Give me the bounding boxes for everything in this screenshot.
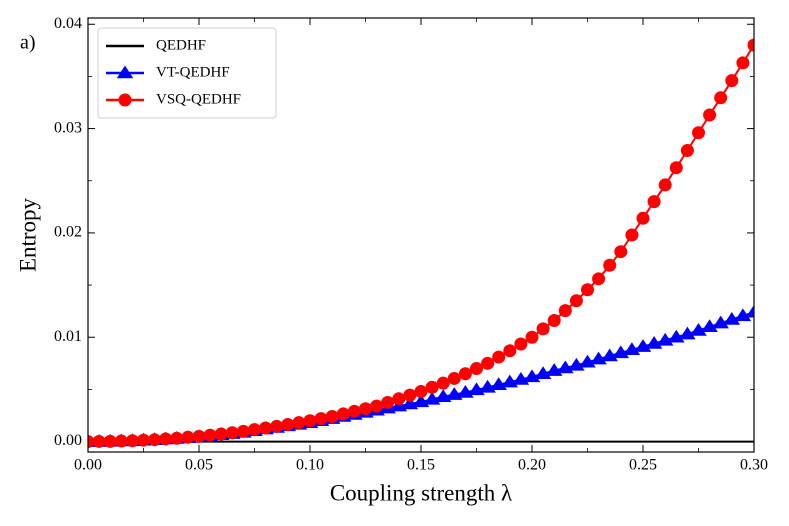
point <box>148 433 162 447</box>
point <box>270 419 284 433</box>
legend-marker <box>116 65 134 79</box>
plot-frame <box>87 17 755 453</box>
point <box>703 108 717 122</box>
legend-label: VT-QEDHF <box>156 64 230 80</box>
point <box>92 434 106 448</box>
point <box>259 421 273 435</box>
point <box>692 126 705 140</box>
point <box>470 362 483 376</box>
point <box>181 430 195 444</box>
point <box>690 322 707 336</box>
y-tick-label: 0.00 <box>54 432 82 449</box>
point <box>192 429 206 443</box>
point <box>236 424 250 438</box>
legend-marker <box>118 93 132 107</box>
point <box>447 371 461 385</box>
point <box>114 434 128 448</box>
x-tick-label: 0.10 <box>296 457 324 474</box>
point <box>125 434 139 448</box>
point <box>458 367 472 381</box>
x-tick-label: 0.25 <box>629 457 657 474</box>
x-tick-label: 0.05 <box>185 457 213 474</box>
point <box>569 294 583 308</box>
point <box>159 432 173 446</box>
point <box>492 350 506 364</box>
point <box>314 412 328 426</box>
series-line <box>88 311 754 443</box>
point <box>536 322 550 336</box>
point <box>603 258 617 272</box>
point <box>281 418 295 432</box>
y-tick-label: 0.01 <box>54 328 82 345</box>
point <box>325 410 339 424</box>
point <box>347 404 361 418</box>
y-tick-label: 0.04 <box>54 15 82 32</box>
point <box>734 308 752 322</box>
x-axis-label: Coupling strength λ <box>330 480 513 505</box>
point <box>736 56 750 70</box>
point <box>436 376 450 390</box>
legend-label: QEDHF <box>156 37 206 53</box>
point <box>359 402 372 416</box>
point <box>679 326 696 340</box>
panel-label: a) <box>20 32 36 54</box>
y-tick-label: 0.02 <box>54 224 82 241</box>
point <box>636 211 650 225</box>
y-tick-label: 0.03 <box>54 119 82 136</box>
point <box>701 319 718 333</box>
point <box>712 315 729 329</box>
point <box>248 423 261 437</box>
point <box>514 337 528 351</box>
point <box>214 427 228 441</box>
point <box>680 143 694 157</box>
point <box>647 195 661 209</box>
point <box>525 330 539 344</box>
point <box>669 161 683 175</box>
point <box>170 431 184 445</box>
point <box>745 304 754 318</box>
point <box>88 435 95 449</box>
point <box>658 178 672 192</box>
point <box>203 428 217 442</box>
point <box>625 228 639 242</box>
point <box>503 344 517 358</box>
point <box>392 392 406 406</box>
point <box>103 434 117 448</box>
point <box>547 314 561 328</box>
legend-label: VSQ-QEDHF <box>156 91 241 107</box>
plot-area <box>88 38 754 449</box>
point <box>425 380 439 394</box>
point <box>558 304 572 318</box>
x-tick-label: 0.20 <box>518 457 546 474</box>
point <box>336 407 350 421</box>
point <box>481 356 495 370</box>
point <box>714 91 728 105</box>
point <box>370 399 384 413</box>
point <box>592 272 606 286</box>
x-tick-label: 0.00 <box>74 457 102 474</box>
legend-box <box>97 27 277 119</box>
point <box>747 38 754 52</box>
point <box>725 74 739 88</box>
x-tick-label: 0.15 <box>407 457 435 474</box>
point <box>137 433 150 447</box>
point <box>403 388 417 402</box>
x-tick-label: 0.30 <box>740 457 768 474</box>
point <box>292 416 306 430</box>
point <box>581 283 594 297</box>
point <box>614 245 628 259</box>
point <box>381 395 395 409</box>
point <box>303 414 317 428</box>
point <box>723 312 741 325</box>
point <box>414 384 428 398</box>
y-axis-label: Entropy <box>15 197 40 272</box>
point <box>225 426 239 440</box>
